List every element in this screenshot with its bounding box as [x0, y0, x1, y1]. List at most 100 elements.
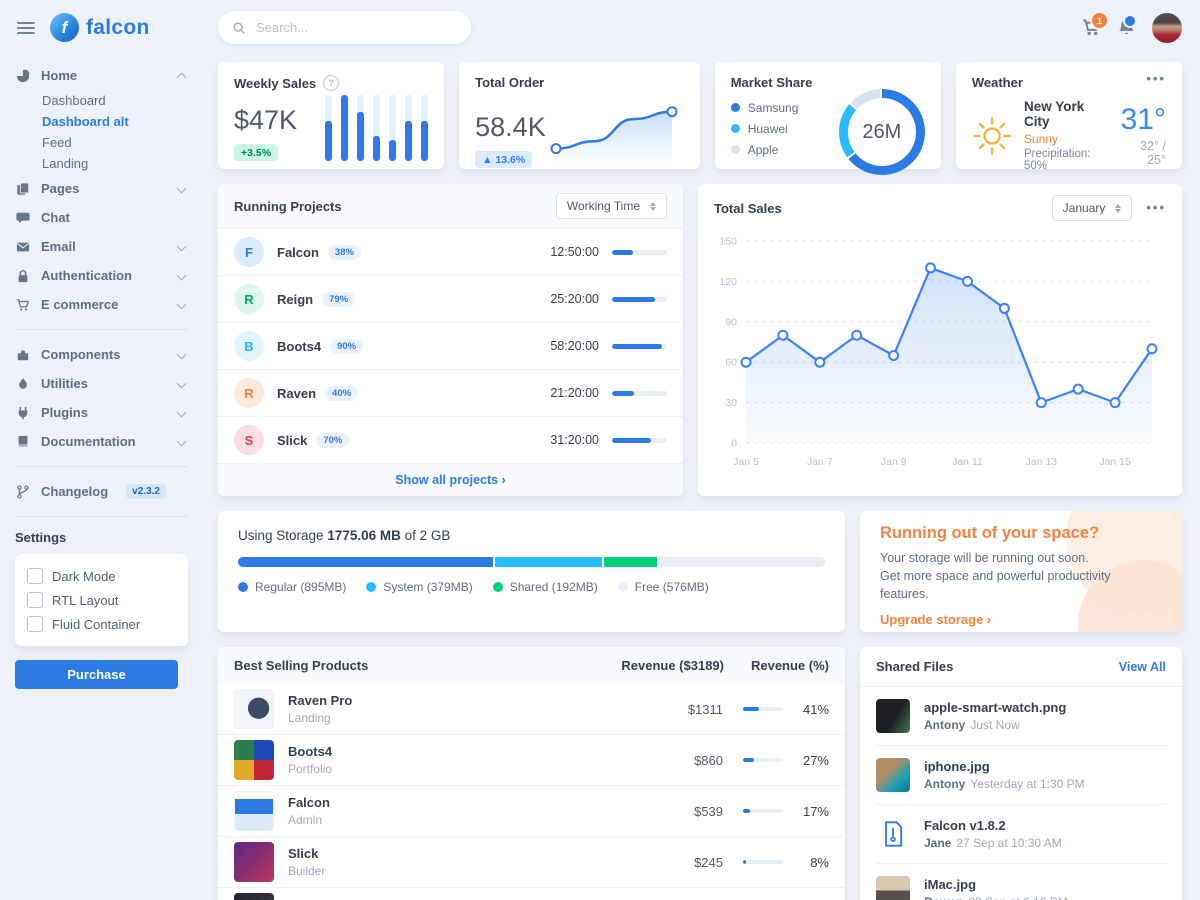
- sidebar-item-feed[interactable]: Feed: [42, 135, 72, 150]
- shopping-cart-icon: [15, 298, 31, 312]
- svg-text:120: 120: [719, 276, 737, 288]
- sidebar-item-chat[interactable]: Chat: [15, 203, 188, 232]
- storage-segment: [659, 557, 825, 567]
- pages-icon: [15, 181, 31, 196]
- sidebar-item-authentication[interactable]: Authentication: [15, 261, 188, 290]
- column-header-revenue: Revenue ($3189): [621, 658, 724, 673]
- sidebar-item-dashboard-alt[interactable]: Dashboard alt: [42, 114, 129, 129]
- weather-temperature: 31°: [1120, 102, 1166, 136]
- cart-button[interactable]: 1: [1082, 11, 1109, 37]
- svg-text:Jan 5: Jan 5: [733, 456, 759, 468]
- file-name[interactable]: iMac.jpg: [924, 877, 977, 892]
- month-select[interactable]: January: [1051, 195, 1133, 221]
- project-row: R Raven 40% 21:20:00: [218, 370, 683, 417]
- chevron-down-icon: [176, 436, 187, 447]
- sidebar-item-pages[interactable]: Pages: [15, 174, 188, 203]
- show-all-projects-link[interactable]: Show all projects ›: [218, 464, 683, 496]
- product-name[interactable]: Raven Pro: [288, 693, 353, 708]
- sun-icon: [973, 116, 1011, 155]
- product-name[interactable]: Falcon: [288, 795, 330, 810]
- sidebar-item-components[interactable]: Components: [15, 340, 188, 369]
- card-title: Weekly Sales: [234, 75, 317, 91]
- upgrade-storage-link[interactable]: Upgrade storage ›: [880, 612, 992, 628]
- search-input[interactable]: [254, 19, 457, 36]
- card-menu-icon[interactable]: •••: [1146, 200, 1166, 215]
- list-item: Falcon v1.8.2 Jane 27 Sep at 10:30 AM: [860, 805, 1182, 863]
- notifications-button[interactable]: [1117, 14, 1137, 37]
- column-header-percent: Revenue (%): [750, 658, 829, 673]
- project-avatar: R: [234, 284, 264, 314]
- card-menu-icon[interactable]: •••: [1146, 71, 1166, 86]
- sidebar-item-ecommerce[interactable]: E commerce: [15, 290, 188, 319]
- project-name[interactable]: Boots4: [277, 338, 322, 354]
- file-name[interactable]: Falcon v1.8.2: [924, 818, 1006, 833]
- help-icon[interactable]: ?: [323, 75, 340, 91]
- product-revenue: $539: [694, 803, 723, 819]
- brand-name: falcon: [86, 15, 150, 39]
- project-percent-badge: 40%: [325, 385, 359, 401]
- project-row: S Slick 70% 31:20:00: [218, 417, 683, 464]
- project-name[interactable]: Raven: [277, 385, 317, 401]
- working-time-select[interactable]: Working Time: [555, 193, 667, 219]
- legend-item: System (379MB): [366, 580, 473, 594]
- plug-icon: [15, 406, 31, 420]
- project-progress: [612, 296, 667, 302]
- sidebar-item-home[interactable]: Home: [15, 61, 188, 90]
- donut-center-value: 26M: [847, 98, 916, 166]
- project-name[interactable]: Slick: [277, 432, 308, 448]
- sidebar-item-dashboard[interactable]: Dashboard: [42, 93, 106, 108]
- legend-dot: [730, 145, 740, 154]
- project-percent-badge: 38%: [327, 244, 361, 260]
- checkbox-icon: [27, 616, 43, 632]
- file-author: Rowen: [924, 895, 963, 900]
- product-name[interactable]: Boots4: [288, 744, 333, 759]
- product-progress: [743, 707, 783, 711]
- legend-dot: [617, 582, 628, 592]
- user-avatar[interactable]: [1152, 12, 1182, 43]
- best-selling-products-card: Best Selling Products Revenue ($3189) Re…: [218, 647, 845, 900]
- product-name[interactable]: Slick: [288, 846, 319, 861]
- search-box[interactable]: [218, 11, 471, 44]
- weather-card: Weather ••• New York City: [955, 62, 1182, 172]
- project-time: 21:20:00: [550, 386, 599, 400]
- product-percent: 8%: [810, 854, 829, 870]
- chevron-down-icon: [176, 270, 187, 281]
- sidebar-item-plugins[interactable]: Plugins: [15, 398, 188, 427]
- svg-text:Jan 7: Jan 7: [807, 456, 833, 468]
- rtl-layout-checkbox[interactable]: RTL Layout: [27, 588, 176, 612]
- sidebar-item-documentation[interactable]: Documentation: [15, 427, 188, 456]
- code-branch-icon: [15, 484, 31, 499]
- project-name[interactable]: Falcon: [277, 244, 319, 260]
- sidebar-item-changelog[interactable]: Changelog v2.3.2: [15, 477, 188, 506]
- svg-text:60: 60: [725, 357, 737, 369]
- total-sales-chart: 0 30 60 90 120 150 Jan 5 Jan 7 Jan 9 Jan 11 Jan 13…: [719, 236, 1158, 468]
- sidebar-item-utilities[interactable]: Utilities: [15, 369, 188, 398]
- storage-bar: [238, 557, 825, 567]
- svg-text:90: 90: [725, 316, 737, 328]
- view-all-link[interactable]: View All: [1118, 659, 1166, 674]
- chevron-down-icon: [176, 241, 187, 252]
- file-time: Yesterday at 1:30 PM: [970, 777, 1085, 791]
- legend-item: Regular (895MB): [238, 580, 346, 594]
- fluid-container-checkbox[interactable]: Fluid Container: [27, 612, 176, 636]
- legend-dot: [492, 582, 503, 592]
- weather-range: 32° / 25°: [1140, 138, 1166, 167]
- product-percent: 17%: [802, 803, 829, 819]
- product-progress: [743, 758, 783, 762]
- storage-segment: [495, 557, 605, 567]
- project-name[interactable]: Reign: [277, 291, 314, 307]
- sidebar-item-email[interactable]: Email: [15, 232, 188, 261]
- book-icon: [15, 435, 31, 449]
- checkbox-icon: [27, 568, 43, 584]
- list-item: apple-smart-watch.png Antony Just Now: [860, 687, 1182, 745]
- brand-logo[interactable]: f falcon: [50, 13, 150, 42]
- list-divider: [876, 804, 1166, 805]
- purchase-button[interactable]: Purchase: [15, 660, 178, 689]
- sidebar-item-landing[interactable]: Landing: [42, 156, 89, 171]
- dark-mode-checkbox[interactable]: Dark Mode: [27, 564, 176, 588]
- svg-text:0: 0: [731, 438, 737, 450]
- file-name[interactable]: iphone.jpg: [924, 759, 990, 774]
- version-badge: v2.3.2: [126, 484, 166, 499]
- file-name[interactable]: apple-smart-watch.png: [924, 700, 1067, 715]
- hamburger-menu-icon[interactable]: [15, 18, 37, 38]
